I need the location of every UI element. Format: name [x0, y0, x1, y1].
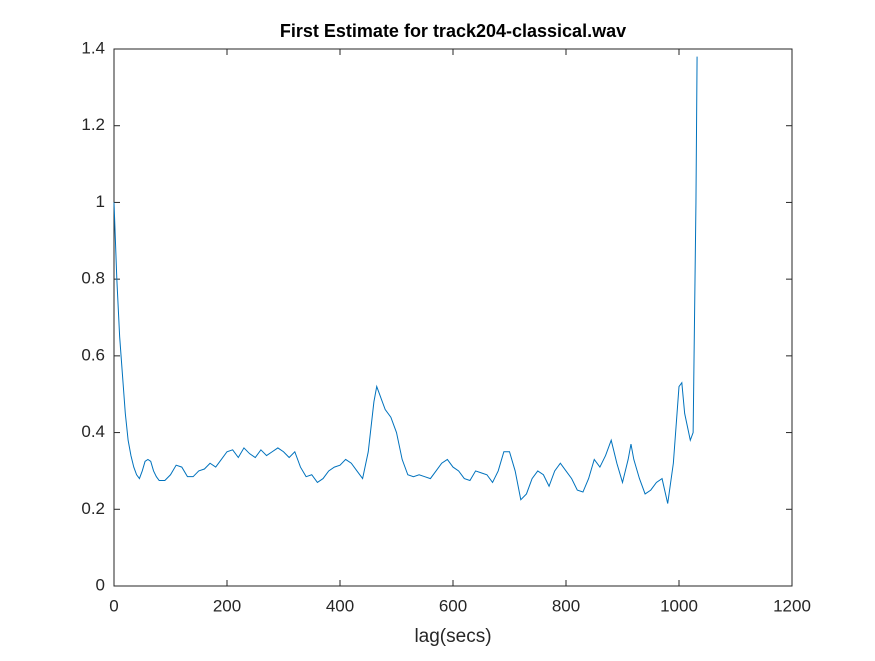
y-tick-label: 0.2 — [81, 499, 105, 518]
y-tick-label: 0.4 — [81, 422, 105, 441]
x-tick-label: 400 — [326, 596, 354, 615]
y-tick-label: 0.8 — [81, 269, 105, 288]
x-tick-label: 1200 — [773, 596, 811, 615]
x-tick-label: 600 — [439, 596, 467, 615]
y-tick-label: 1.4 — [81, 38, 105, 57]
x-tick-label: 800 — [552, 596, 580, 615]
y-tick-label: 0.6 — [81, 345, 105, 364]
y-tick-label: 1.2 — [81, 115, 105, 134]
x-tick-label: 200 — [213, 596, 241, 615]
x-tick-label: 0 — [109, 596, 118, 615]
chart-title: First Estimate for track204-classical.wa… — [280, 21, 626, 41]
y-tick-label: 1 — [96, 192, 105, 211]
y-tick-label: 0 — [96, 575, 105, 594]
x-tick-label: 1000 — [660, 596, 698, 615]
data-line — [113, 56, 698, 504]
x-axis-label: lag(secs) — [414, 626, 491, 647]
